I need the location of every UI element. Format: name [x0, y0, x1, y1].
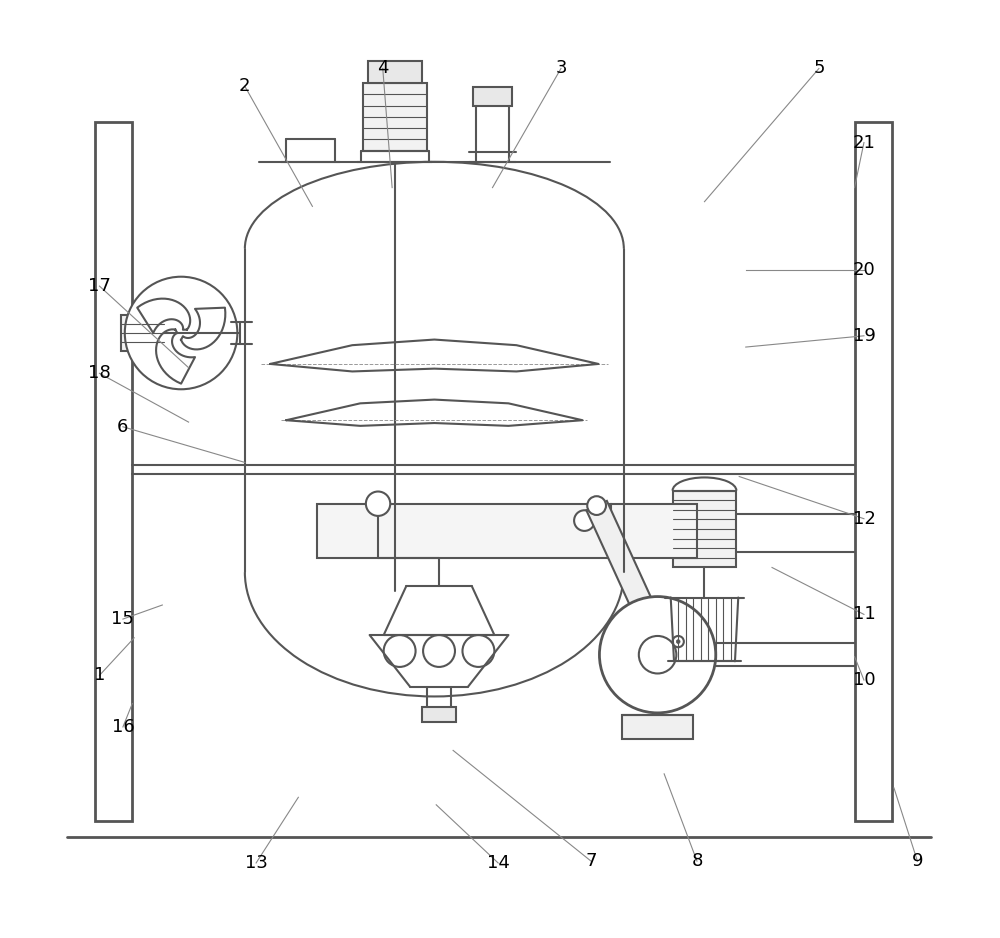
- Text: 9: 9: [912, 852, 923, 870]
- Circle shape: [423, 635, 455, 667]
- Text: 16: 16: [112, 718, 134, 736]
- Circle shape: [673, 636, 684, 647]
- Circle shape: [644, 619, 659, 634]
- Bar: [317, 504, 611, 558]
- Text: 17: 17: [88, 277, 111, 295]
- Bar: [121, 315, 164, 351]
- Text: 2: 2: [239, 77, 251, 96]
- Circle shape: [462, 635, 494, 667]
- Bar: [855, 122, 892, 821]
- Text: 10: 10: [853, 671, 875, 689]
- Circle shape: [599, 597, 716, 713]
- Circle shape: [676, 640, 680, 643]
- Text: 20: 20: [853, 261, 875, 280]
- Bar: [422, 707, 456, 722]
- Bar: [363, 83, 427, 151]
- Circle shape: [384, 635, 416, 667]
- Bar: [611, 504, 697, 558]
- Text: 1: 1: [94, 666, 105, 685]
- Text: 12: 12: [853, 509, 875, 528]
- Text: 14: 14: [487, 854, 510, 872]
- Text: 19: 19: [853, 326, 875, 345]
- Circle shape: [574, 510, 595, 531]
- Text: 13: 13: [245, 854, 268, 872]
- Bar: [95, 122, 132, 821]
- Text: 15: 15: [111, 610, 134, 628]
- Text: 4: 4: [377, 59, 388, 78]
- Circle shape: [639, 636, 676, 673]
- Polygon shape: [586, 501, 662, 631]
- Circle shape: [587, 496, 606, 515]
- Text: 5: 5: [813, 59, 825, 78]
- Text: 18: 18: [88, 364, 111, 383]
- Text: 7: 7: [585, 852, 597, 870]
- Bar: [622, 715, 693, 739]
- Text: 11: 11: [853, 605, 875, 624]
- Bar: [673, 491, 736, 567]
- Circle shape: [366, 492, 390, 516]
- Bar: [368, 61, 422, 83]
- Circle shape: [125, 277, 237, 389]
- Text: 3: 3: [555, 59, 567, 78]
- Text: 6: 6: [117, 417, 129, 436]
- Text: 21: 21: [853, 133, 875, 152]
- Text: 8: 8: [691, 852, 703, 870]
- Bar: [473, 87, 512, 106]
